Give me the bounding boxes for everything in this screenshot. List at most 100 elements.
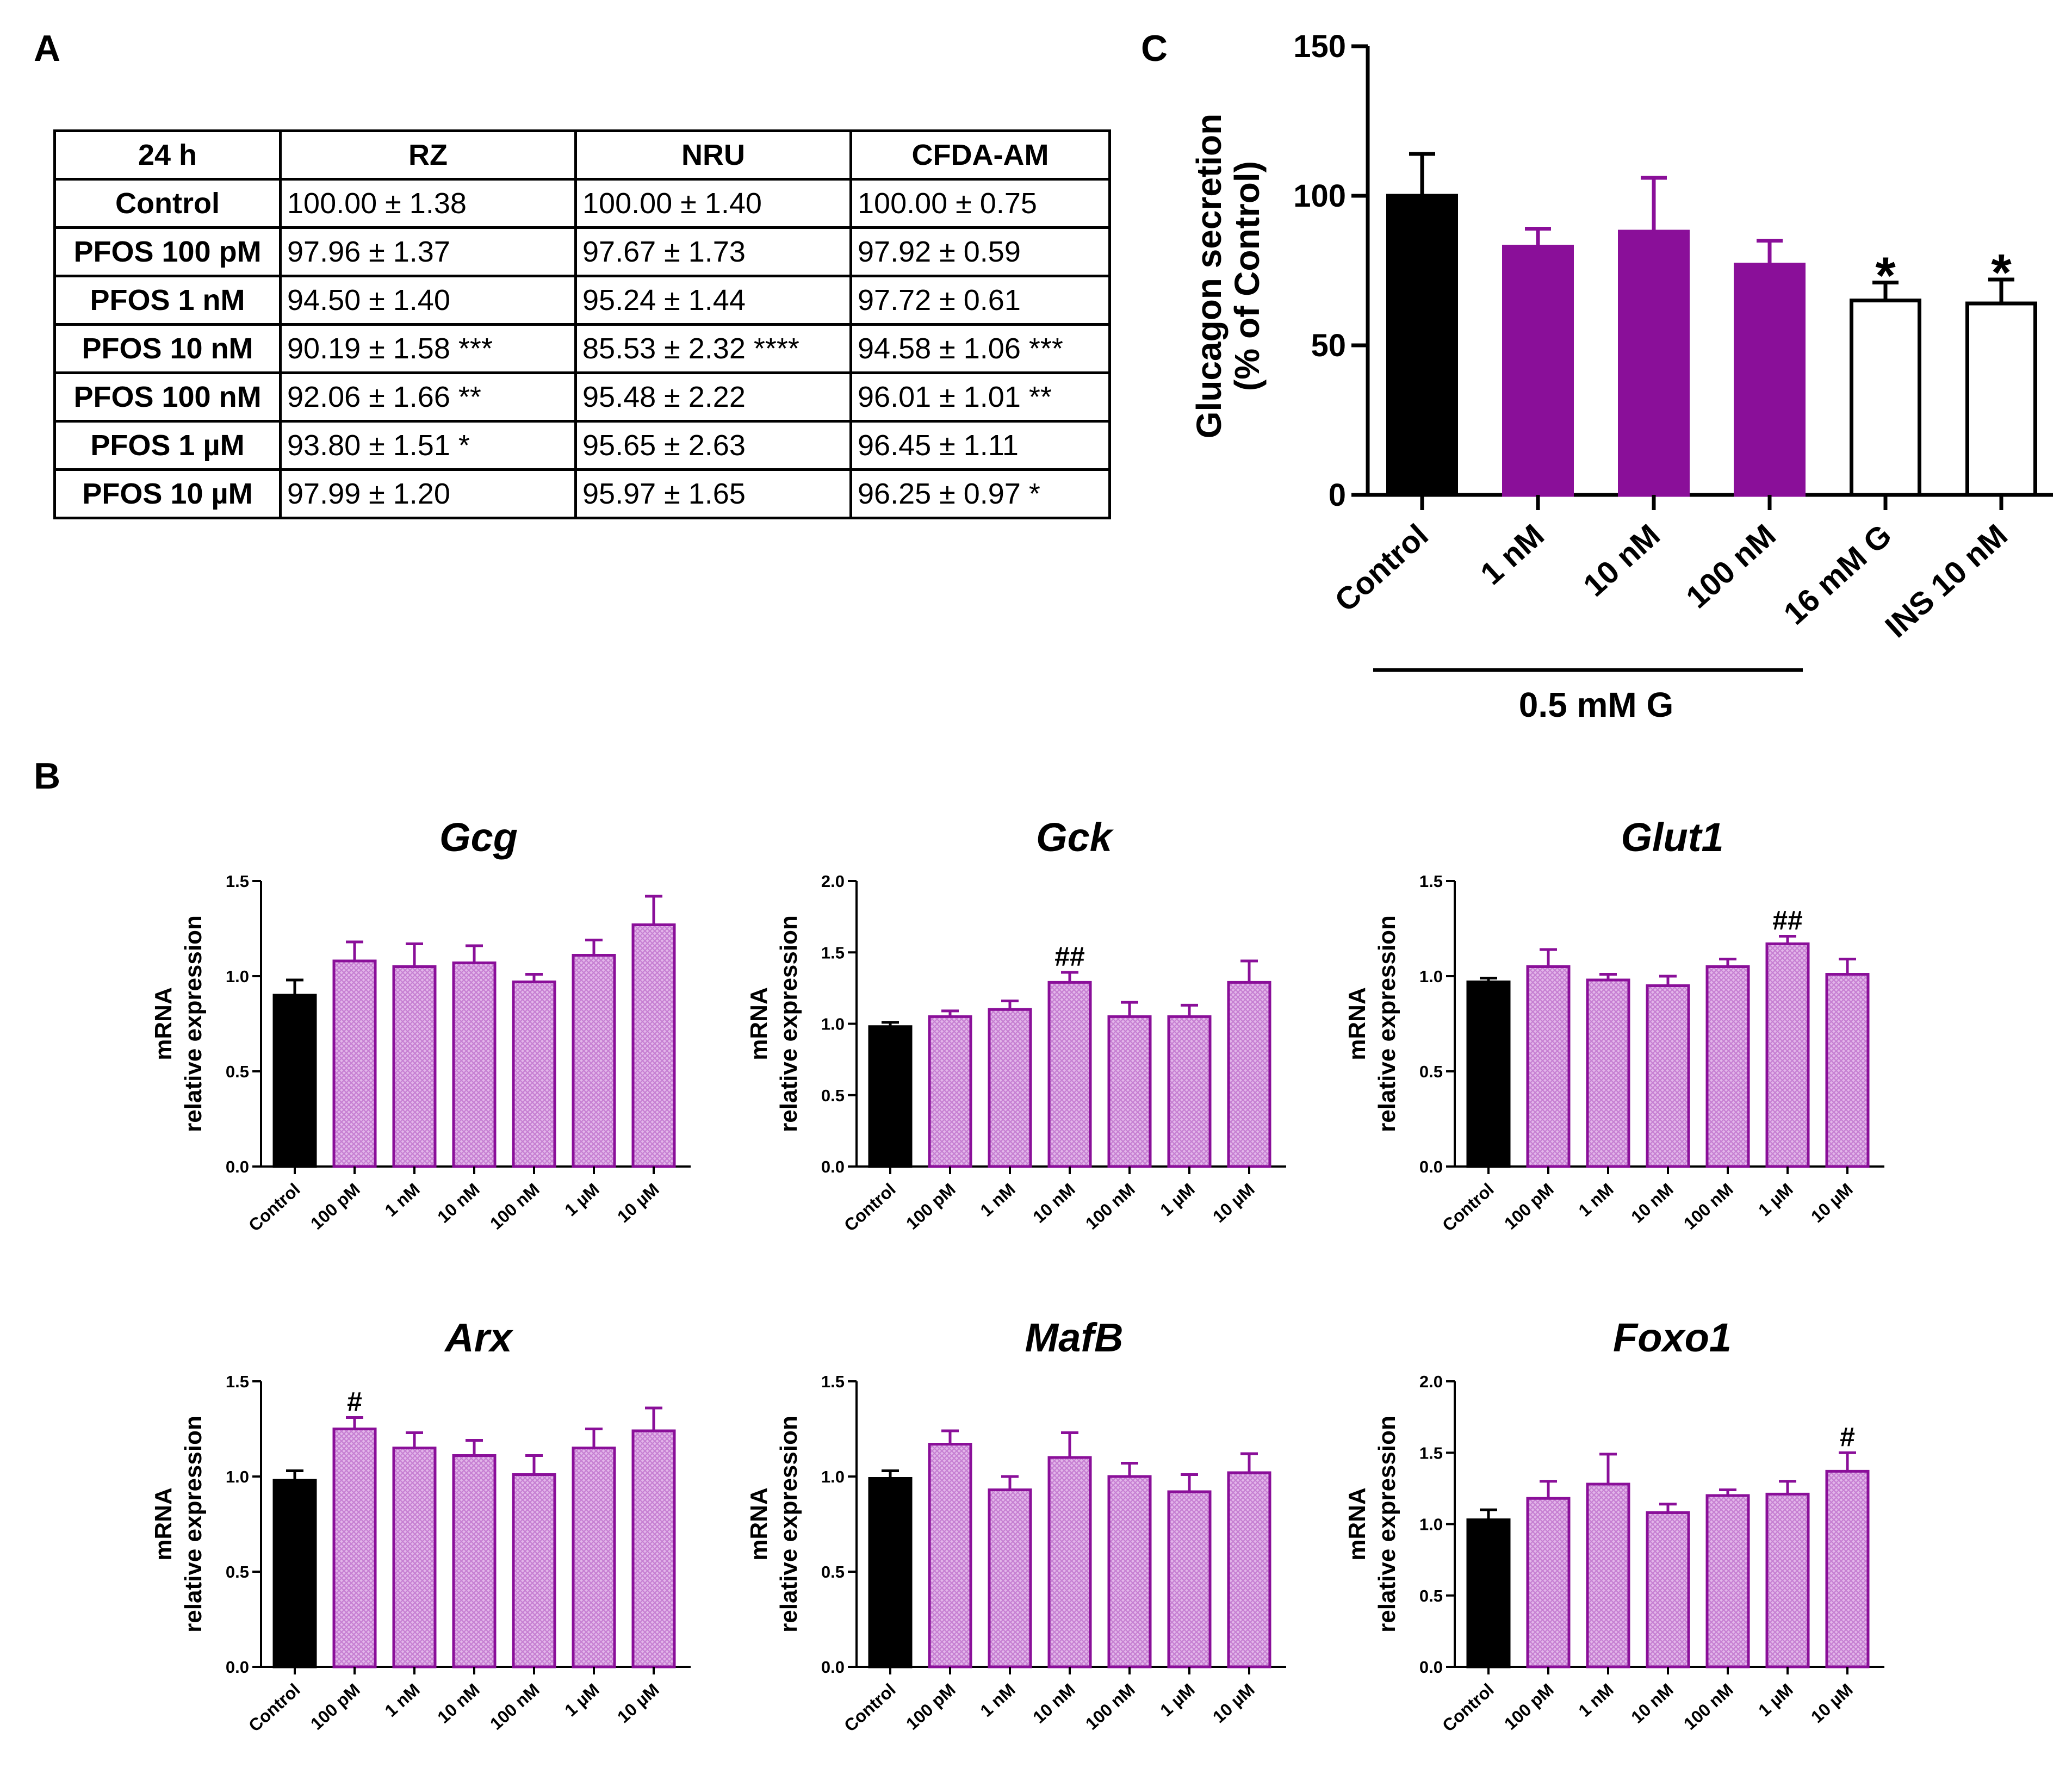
table-cell: 90.19 ± 1.58 *** [279,323,577,374]
y-tick-label: 0.0 [226,1157,249,1176]
table-cell: 94.50 ± 1.40 [279,275,577,326]
y-axis-label: mRNA [150,987,177,1060]
bar [572,954,616,1168]
x-tick-label: 100 nM [486,1179,543,1233]
panel-letter-b: B [34,755,61,797]
y-axis-label: mRNA [1344,987,1370,1060]
x-tick-label: 10 nM [1029,1179,1078,1226]
x-tick-label: 100 nM [1082,1179,1139,1233]
x-tick-label: 1 µM [1754,1179,1796,1220]
x-tick-label: 100 pM [1500,1679,1558,1733]
x-tick-label: 1 nM [1474,517,1551,592]
x-tick-label: 100 pM [1500,1179,1558,1233]
x-tick-label: 10 µM [1807,1179,1857,1226]
y-tick-label: 0.0 [226,1658,249,1677]
table-cell: 100.00 ± 1.38 [279,178,577,229]
x-tick-label: 10 µM [1209,1179,1258,1226]
table-row: PFOS 1 nM 94.50 ± 1.40 95.24 ± 1.44 97.7… [53,275,1111,326]
bar [631,923,676,1168]
table-row: PFOS 100 pM 97.96 ± 1.37 97.67 ± 1.73 97… [53,226,1111,277]
x-tick-label: Control [1438,1179,1498,1235]
x-tick-label: 1 µM [561,1679,603,1720]
x-tick-label: 1 nM [1574,1179,1617,1220]
y-tick-label: 1.5 [226,1372,249,1391]
x-tick-label: 1 nM [976,1179,1019,1220]
glut1-expression-chart: Glut1 0.0 0.5 1.0 1.5 mRNA relative expression… [1344,815,1884,1235]
bar [1586,978,1630,1168]
bar [272,1479,317,1668]
y-tick-label: 1.0 [226,967,249,986]
bar [1526,1497,1571,1668]
x-tick-label: 10 nM [1627,1179,1677,1226]
bar [1227,1471,1271,1668]
x-tick-label: 1 nM [1574,1679,1617,1721]
y-tick-label: 0.5 [821,1086,845,1105]
table-row-label: PFOS 1 µM [53,420,282,471]
bar [988,1488,1032,1668]
table-cell: 85.53 ± 2.32 **** [574,323,852,374]
y-tick-label: 0.0 [821,1157,845,1176]
y-tick-label: 1.0 [821,1015,845,1034]
x-tick-label: 10 nM [433,1679,483,1727]
x-tick-label: 1 nM [381,1679,423,1721]
y-axis-label: relative expression [776,915,802,1132]
table-cell: 95.48 ± 2.22 [574,371,852,423]
table-cell: 97.96 ± 1.37 [279,226,577,277]
y-tick-label: 0.0 [1419,1157,1443,1176]
bar [1466,1518,1511,1668]
y-tick-label: 0.0 [1419,1658,1443,1677]
bar [1107,1475,1152,1668]
bar [1850,299,1921,497]
x-tick-label: Control [840,1679,899,1735]
x-tick-label: Control [840,1179,899,1235]
bar [1386,194,1458,497]
table-row: Control 100.00 ± 1.38 100.00 ± 1.40 100.… [53,178,1111,229]
table-header-cell: 24 h [53,129,282,181]
y-axis-label: relative expression [180,1416,207,1633]
y-tick-label: 1.5 [1419,1443,1443,1462]
glucagon-secretion-chart: 0 50 100 150 Glucagon secretion(% of Control… [1189,29,2053,724]
y-tick-label: 1.5 [226,872,249,891]
x-tick-label: 100 pM [307,1179,364,1233]
bar [272,994,317,1168]
x-tick-label: 1 µM [1754,1679,1796,1720]
bar [928,1443,972,1668]
y-axis-label: mRNA [746,987,772,1060]
bar [452,1454,497,1668]
y-tick-label: 1.0 [1419,1515,1443,1534]
bar [572,1447,616,1668]
table-row: PFOS 10 µM 97.99 ± 1.20 95.97 ± 1.65 96.… [53,468,1111,519]
table-cell: 97.72 ± 0.61 [849,275,1111,326]
bar [1047,1456,1092,1668]
x-tick-label: Control [245,1679,304,1735]
x-tick-label: 100 nM [1679,517,1783,615]
bar [1765,1492,1810,1668]
table-cell: 100.00 ± 0.75 [849,178,1111,229]
bar [868,1477,913,1668]
bar [928,1015,972,1168]
table-row: PFOS 1 µM 93.80 ± 1.51 * 95.65 ± 2.63 96… [53,420,1111,471]
table-row-label: PFOS 100 pM [53,226,282,277]
bar [1825,973,1870,1168]
x-tick-label: 1 µM [1156,1679,1198,1720]
bar [1646,1511,1690,1668]
table-cell: 97.67 ± 1.73 [574,226,852,277]
table-row: PFOS 100 nM 92.06 ± 1.66 ** 95.48 ± 2.22… [53,371,1111,423]
significance-marker: # [1840,1422,1855,1452]
y-axis-label: mRNA [1344,1487,1370,1560]
y-axis-label: relative expression [180,915,207,1132]
significance-marker: * [1991,244,2012,302]
bar [988,1008,1032,1168]
y-tick-label: 0.5 [226,1062,249,1081]
table-cell: 97.99 ± 1.20 [279,468,577,519]
bar [868,1025,913,1168]
chart-title: Arx [444,1315,513,1360]
x-tick-label: 1 nM [976,1679,1019,1721]
chart-title: Foxo1 [1613,1315,1732,1360]
y-tick-label: 0.5 [226,1562,249,1581]
mafb-expression-chart: MafB 0.0 0.5 1.0 1.5 mRNA relative expression C… [746,1315,1286,1735]
bar [392,965,437,1168]
x-tick-label: 100 nM [1082,1679,1139,1733]
y-axis-label: relative expression [776,1416,802,1633]
bar [1047,981,1092,1168]
